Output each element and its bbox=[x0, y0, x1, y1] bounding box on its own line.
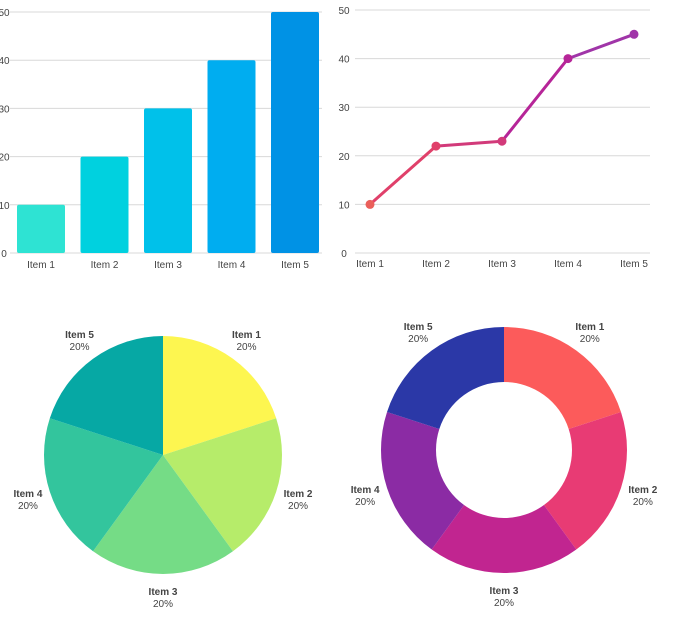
x-tick-label: Item 5 bbox=[281, 260, 309, 271]
bar-chart: 0 10 20 30 40 50 Item 1 Item 2 Item 3 Item 4 Item … bbox=[0, 8, 322, 271]
slice-value-label: 20% bbox=[580, 334, 600, 345]
slice-label: Item 4 bbox=[13, 489, 42, 500]
x-tick-label: Item 2 bbox=[91, 260, 119, 271]
pie-slice bbox=[163, 418, 282, 552]
bar bbox=[144, 108, 192, 254]
x-tick-label: Item 5 bbox=[620, 259, 648, 270]
slice-value-label: 20% bbox=[355, 497, 375, 508]
x-tick-label: Item 1 bbox=[27, 260, 55, 271]
slice-value-label: 20% bbox=[633, 497, 653, 508]
pie-chart: Item 120%Item 220%Item 320%Item 420%Item… bbox=[13, 330, 312, 610]
donut-slice bbox=[431, 505, 577, 574]
bar bbox=[271, 12, 319, 253]
slice-label: Item 2 bbox=[284, 489, 313, 500]
x-tick-label: Item 2 bbox=[422, 259, 450, 270]
pie-slice bbox=[163, 336, 277, 455]
pie-slice bbox=[49, 336, 163, 455]
y-tick-label: 50 bbox=[338, 6, 350, 17]
data-point bbox=[629, 29, 639, 39]
data-point bbox=[365, 199, 375, 209]
y-tick-label: 20 bbox=[0, 153, 10, 164]
y-tick-label: 20 bbox=[338, 152, 350, 163]
slice-value-label: 20% bbox=[408, 334, 428, 345]
y-tick-label: 10 bbox=[338, 200, 350, 211]
slice-label: Item 1 bbox=[232, 330, 261, 341]
line-segment bbox=[368, 144, 438, 206]
slice-label: Item 3 bbox=[149, 587, 178, 598]
slice-value-label: 20% bbox=[70, 342, 90, 353]
x-tick-label: Item 3 bbox=[488, 259, 516, 270]
x-tick-label: Item 1 bbox=[356, 259, 384, 270]
donut-slice bbox=[387, 327, 504, 429]
slice-label: Item 5 bbox=[404, 322, 433, 333]
line-segment bbox=[566, 32, 636, 61]
donut-slice bbox=[381, 411, 465, 550]
y-tick-label: 10 bbox=[0, 201, 10, 212]
y-tick-label: 40 bbox=[0, 56, 10, 67]
slice-label: Item 5 bbox=[65, 330, 94, 341]
slice-label: Item 3 bbox=[490, 586, 519, 597]
slice-value-label: 20% bbox=[288, 501, 308, 512]
data-point bbox=[497, 136, 507, 146]
pie-slice bbox=[93, 455, 233, 574]
slice-value-label: 20% bbox=[153, 599, 173, 610]
bar bbox=[17, 204, 65, 253]
x-tick-label: Item 4 bbox=[218, 260, 246, 271]
y-tick-label: 30 bbox=[0, 104, 10, 115]
x-tick-label: Item 4 bbox=[554, 259, 582, 270]
slice-value-label: 20% bbox=[494, 598, 514, 609]
x-tick-label: Item 3 bbox=[154, 260, 182, 271]
slice-label: Item 4 bbox=[351, 485, 380, 496]
y-tick-label: 50 bbox=[0, 8, 10, 19]
line-segment bbox=[434, 139, 504, 148]
bar bbox=[80, 156, 129, 253]
slice-label: Item 2 bbox=[628, 485, 657, 496]
bar bbox=[207, 60, 256, 254]
donut-chart: Item 120%Item 220%Item 320%Item 420%Item… bbox=[351, 322, 658, 609]
y-tick-label: 0 bbox=[1, 249, 7, 260]
line-chart: 0 10 20 30 40 50 Item 1 Item 2 Item 3 Item 4 Item … bbox=[338, 6, 650, 270]
line-segment bbox=[500, 57, 570, 143]
y-tick-label: 0 bbox=[341, 249, 347, 260]
slice-value-label: 20% bbox=[18, 501, 38, 512]
y-tick-label: 30 bbox=[338, 103, 350, 114]
data-point bbox=[431, 141, 441, 151]
slice-value-label: 20% bbox=[236, 342, 256, 353]
y-tick-label: 40 bbox=[338, 55, 350, 66]
pie-slice bbox=[44, 418, 163, 552]
data-point bbox=[563, 54, 573, 64]
donut-slice bbox=[504, 327, 621, 429]
slice-label: Item 1 bbox=[575, 322, 604, 333]
donut-slice bbox=[543, 411, 627, 550]
